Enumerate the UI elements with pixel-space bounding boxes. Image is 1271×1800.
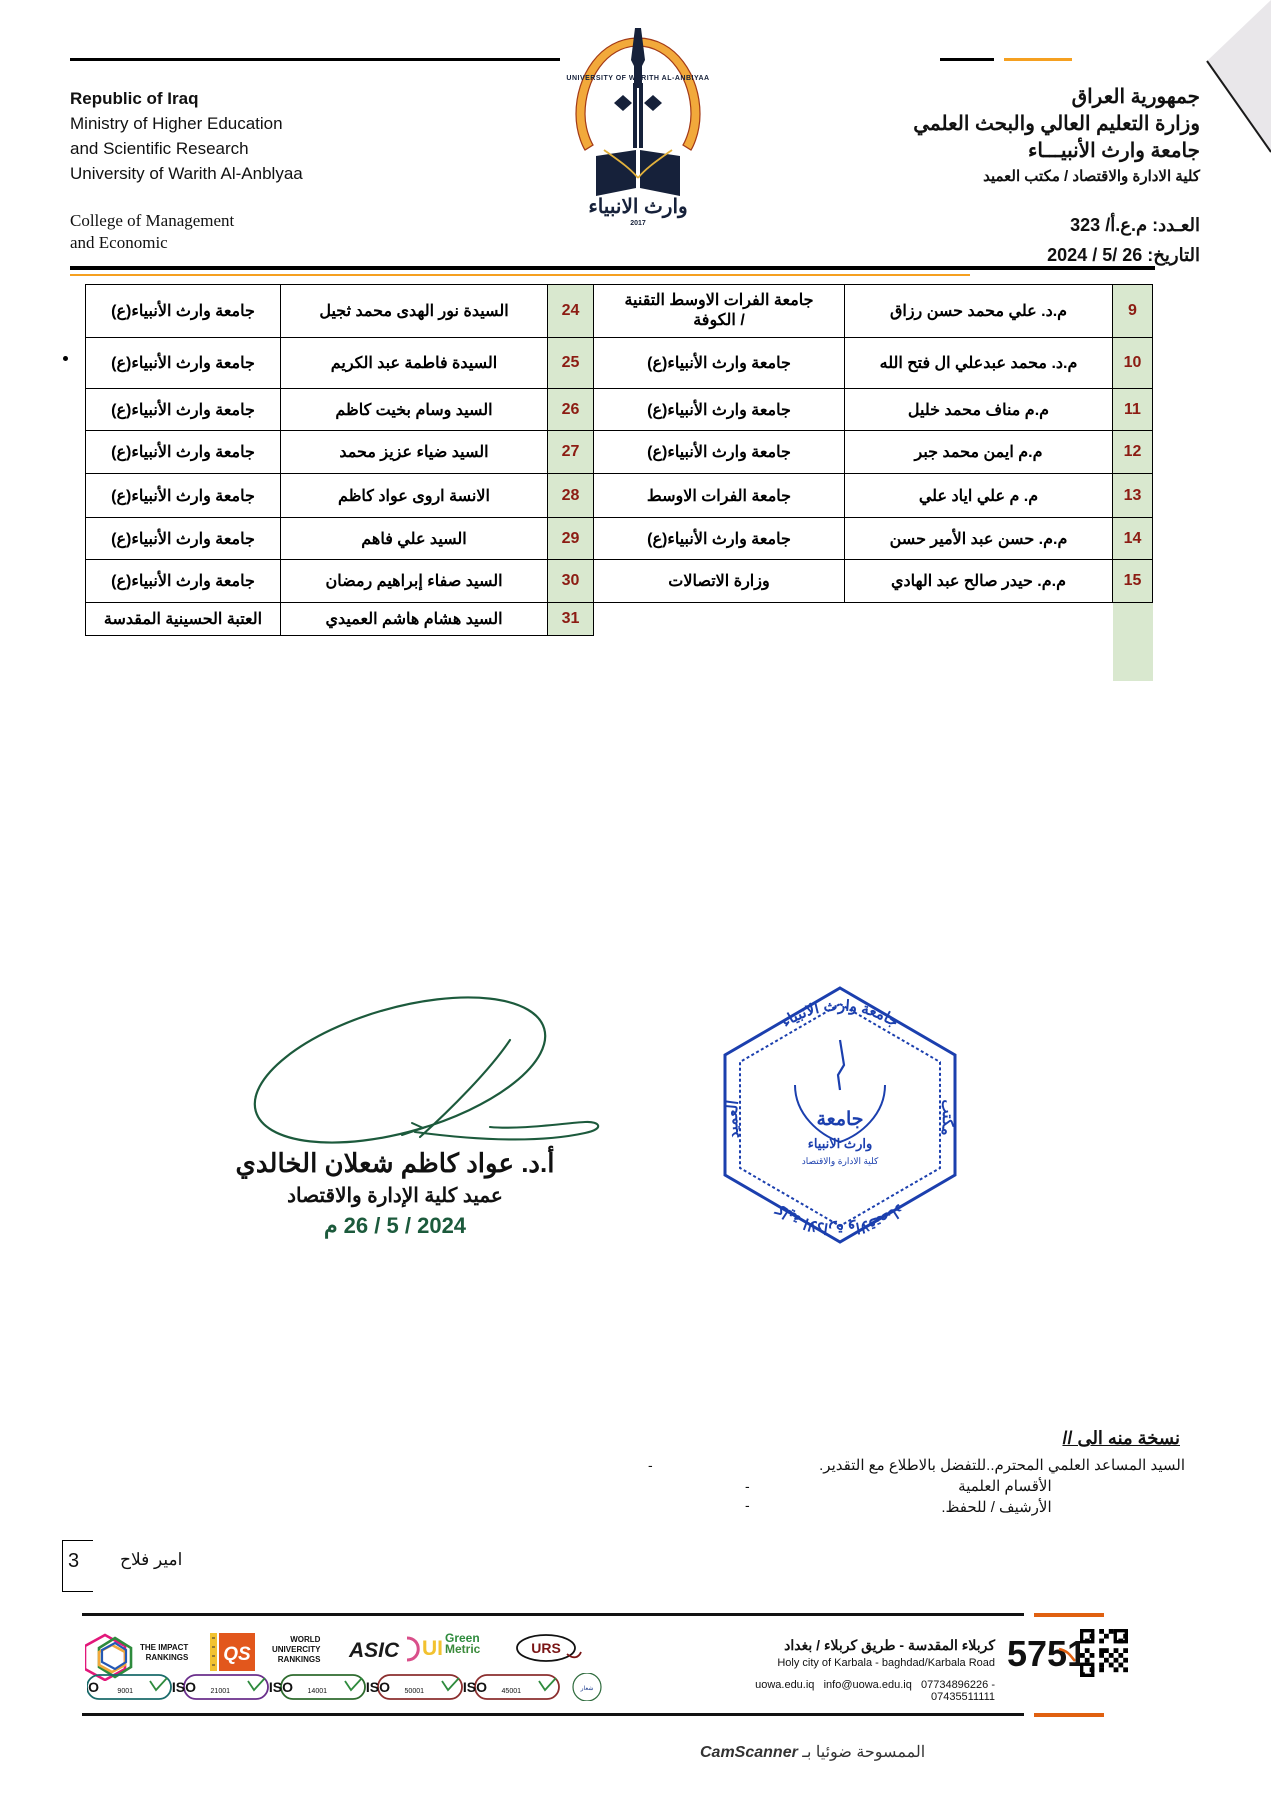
svg-text:ISO: ISO <box>366 1679 390 1695</box>
svg-text:ISO: ISO <box>87 1679 99 1695</box>
svg-text:ISO: ISO <box>463 1679 487 1695</box>
svg-text:شعار: شعار <box>580 1685 594 1692</box>
svg-text:21001: 21001 <box>211 1688 231 1695</box>
svg-text:9001: 9001 <box>117 1688 133 1695</box>
svg-text:URS: URS <box>531 1640 561 1656</box>
svg-text:50001: 50001 <box>405 1688 425 1695</box>
svg-text:2017: 2017 <box>630 220 646 227</box>
svg-text:وارث الانبياء: وارث الانبياء <box>588 196 687 219</box>
svg-text:ISO: ISO <box>172 1679 196 1695</box>
svg-text:جامعة: جامعة <box>816 1109 863 1130</box>
svg-text:ISO: ISO <box>269 1679 293 1695</box>
svg-text:QS: QS <box>223 1644 251 1665</box>
svg-text:45001: 45001 <box>502 1688 522 1695</box>
svg-text:مكتب: مكتب <box>938 1098 957 1136</box>
svg-text:كلية الادارة والاقتصاد: كلية الادارة والاقتصاد <box>802 1156 879 1167</box>
svg-text:وارث الانبياء: وارث الانبياء <box>808 1136 873 1152</box>
svg-text:14001: 14001 <box>308 1688 328 1695</box>
svg-text:كلية الادارة والاقتصاد: كلية الادارة والاقتصاد <box>772 1200 907 1237</box>
svg-text:العميد: العميد <box>724 1099 743 1140</box>
